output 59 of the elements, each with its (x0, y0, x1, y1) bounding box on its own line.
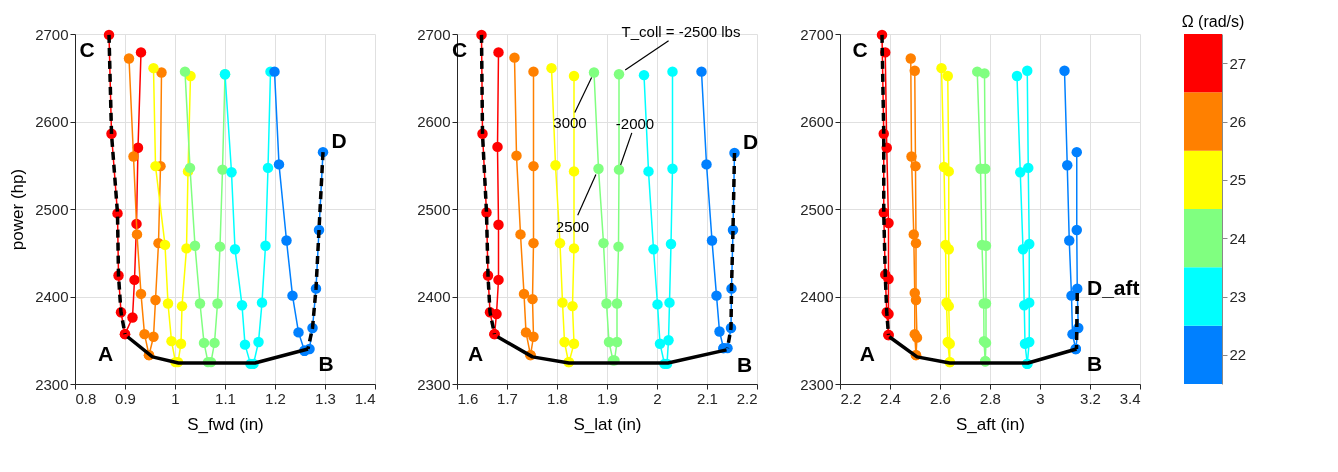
x-tick-label: 1.7 (497, 389, 518, 407)
x-tick-label: 1 (171, 389, 180, 407)
annotation: C (79, 37, 95, 61)
x-tick-label: 3.4 (1119, 389, 1141, 407)
y-tick-label: 2600 (800, 113, 834, 130)
y-tick-label: 2400 (800, 288, 834, 305)
color-bar-label: 27 (1229, 54, 1247, 72)
y-tick-label: 2500 (417, 200, 451, 218)
annotation: D_aft (1086, 276, 1140, 299)
x-tick-label: 2.2 (736, 389, 758, 407)
x-tick-label: 0.8 (75, 389, 97, 407)
y-tick-label: 2700 (35, 25, 69, 43)
color-bar-title: Ω (rad/s) (1181, 13, 1245, 30)
annotation: A (859, 341, 875, 365)
annotation: B (318, 352, 334, 375)
x-axis-title: S_lat (in) (573, 414, 642, 434)
annotation: D (742, 130, 759, 153)
x-tick-label: 2.2 (840, 389, 862, 407)
x-tick-label: 1.1 (215, 389, 236, 407)
y-tick-label: 2600 (35, 113, 69, 130)
x-tick-label: 1.8 (547, 389, 568, 407)
annotation: D (331, 129, 347, 153)
annotation: B (1086, 352, 1103, 375)
x-tick-label: 1.2 (265, 389, 286, 407)
x-tick-label: 1.9 (597, 389, 618, 407)
annotation: T_coll = -2500 lbs (621, 23, 741, 41)
x-tick-label: 1.3 (315, 389, 336, 407)
color-bar-label: 26 (1229, 113, 1247, 130)
x-tick-label: 2 (653, 389, 662, 407)
annotation: B (736, 352, 753, 376)
annotation: A (467, 341, 484, 365)
x-tick-label: 3.2 (1080, 389, 1101, 407)
y-tick-label: 2700 (800, 25, 834, 43)
y-tick-label: 2400 (417, 288, 451, 305)
color-bar-label: 25 (1229, 171, 1247, 189)
y-tick-label: 2500 (35, 200, 69, 218)
y-tick-label: 2700 (417, 25, 451, 43)
y-tick-label: 2300 (35, 375, 69, 393)
annotation: A (97, 341, 114, 365)
y-tick-label: 2600 (417, 113, 451, 130)
annotation: C (852, 37, 868, 61)
x-tick-label: 2.8 (980, 389, 1001, 407)
x-tick-label: 1.4 (354, 389, 376, 407)
color-bar-label: 24 (1229, 229, 1247, 247)
x-tick-label: 2.1 (697, 389, 718, 407)
y-tick-label: 2300 (417, 375, 451, 393)
x-tick-label: 3 (1036, 389, 1045, 407)
y-tick-label: 2300 (800, 375, 834, 393)
x-tick-label: 0.9 (115, 389, 136, 407)
y-axis-title: power (hp) (8, 168, 28, 251)
x-axis-title: S_fwd (in) (187, 414, 264, 434)
y-tick-label: 2500 (800, 200, 834, 218)
x-tick-label: 1.6 (457, 389, 479, 407)
color-bar-label: 22 (1229, 346, 1247, 364)
color-bar-label: 23 (1229, 288, 1247, 305)
x-tick-label: 2.6 (930, 389, 951, 407)
y-tick-label: 2400 (35, 288, 69, 305)
x-axis-title: S_aft (in) (956, 414, 1025, 434)
x-tick-label: 2.4 (880, 389, 901, 407)
